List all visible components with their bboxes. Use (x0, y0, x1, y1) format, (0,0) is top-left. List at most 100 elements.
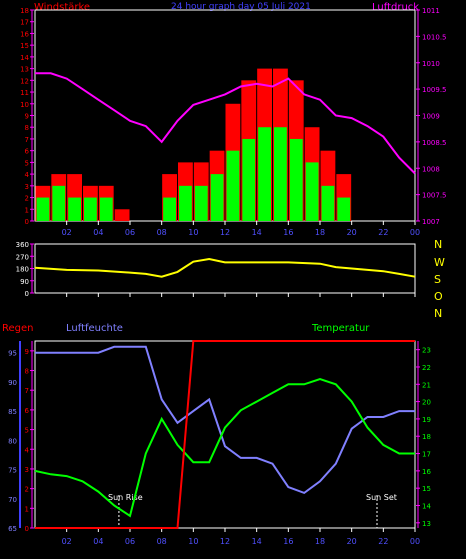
wind-mean-bar (321, 185, 335, 221)
rain-tick-label: 1 (25, 505, 29, 513)
wind-mean-bar (52, 185, 66, 221)
wind-tick-label: 10 (20, 101, 29, 109)
pressure-tick-label: 1009.5 (422, 86, 447, 94)
humidity-tick-label: 85 (8, 408, 17, 416)
direction-tick-label: 0 (25, 290, 29, 298)
humidity-tick-label: 75 (8, 467, 17, 475)
temperature-tick-label: 21 (422, 381, 431, 389)
temperature-tick-label: 18 (422, 433, 431, 441)
wind-mean-bar (194, 185, 208, 221)
wind-tick-label: 13 (20, 66, 29, 74)
temperature-tick-label: 17 (422, 451, 431, 459)
wind-tick-label: 16 (20, 30, 29, 38)
wind-tick-label: 9 (25, 113, 29, 121)
rain-tick-label: 6 (25, 407, 30, 415)
graph-title: 24 hour graph day 05 Juli 2021 (171, 2, 311, 12)
wind-x-tick-label: 18 (315, 228, 325, 237)
wind-x-tick-label: 12 (220, 228, 230, 237)
wind-tick-label: 8 (25, 124, 29, 132)
wind-mean-bar (68, 197, 81, 221)
humidity-tick-label: 65 (8, 525, 17, 533)
rain-tick-label: 5 (25, 427, 29, 435)
climate-x-tick-label: 18 (315, 537, 325, 546)
rain-tick-label: 7 (25, 387, 29, 395)
pressure-tick-label: 1010.5 (422, 33, 447, 41)
wind-mean-bar (289, 138, 303, 221)
pressure-tick-label: 1009 (422, 113, 440, 121)
rain-tick-label: 0 (25, 525, 29, 533)
pressure-tick-label: 1008.5 (422, 139, 447, 147)
sun-rise-label: Sun Rise (108, 493, 143, 502)
wind-mean-bar (337, 197, 351, 221)
rain-tick-label: 9 (25, 348, 29, 356)
wind-tick-label: 4 (25, 171, 30, 179)
wind-mean-bar (226, 150, 240, 221)
wind-tick-label: 0 (25, 218, 29, 226)
climate-x-tick-label: 16 (283, 537, 293, 546)
wind-tick-label: 14 (20, 54, 29, 62)
temperature-tick-label: 16 (422, 468, 431, 476)
rain-tick-label: 3 (25, 466, 29, 474)
pressure-line (35, 72, 416, 175)
wind-tick-label: 1 (25, 206, 29, 214)
direction-tick-label: 360 (16, 241, 29, 249)
wind-mean-bar (84, 197, 97, 221)
climate-x-tick-label: 02 (62, 537, 72, 546)
pressure-tick-label: 1008 (422, 165, 440, 173)
wind-x-tick-label: 22 (378, 228, 388, 237)
wind-mean-bar (305, 162, 319, 221)
wind-mean-bar (179, 185, 192, 221)
rain-tick-label: 2 (25, 486, 29, 494)
pressure-tick-label: 1007.5 (422, 192, 447, 200)
wind-tick-label: 6 (25, 148, 30, 156)
wind-tick-label: 7 (25, 136, 29, 144)
wind-tick-label: 12 (20, 77, 29, 85)
wind-gust-bar (114, 209, 130, 221)
pressure-tick-label: 1010 (422, 60, 440, 68)
sun-set-label: Sun Set (366, 493, 397, 502)
climate-x-tick-label: 12 (220, 537, 230, 546)
climate-x-tick-label: 14 (252, 537, 262, 546)
temperature-tick-label: 14 (422, 502, 431, 510)
temperature-tick-label: 20 (422, 399, 431, 407)
wind-tick-label: 18 (20, 7, 29, 15)
wind-mean-bar (36, 197, 50, 221)
climate-x-tick-label: 20 (347, 537, 357, 546)
compass-label-s: S (434, 273, 441, 286)
direction-line (34, 257, 416, 278)
wind-x-tick-label: 04 (93, 228, 103, 237)
climate-x-tick-label: 06 (125, 537, 135, 546)
temperature-line (34, 378, 415, 518)
humidity-tick-label: 95 (8, 350, 17, 358)
temperature-tick-label: 15 (422, 485, 431, 493)
climate-x-tick-label: 10 (188, 537, 198, 546)
direction-tick-label: 270 (16, 253, 29, 261)
wind-mean-bar (242, 138, 256, 221)
pressure-label: Luftdruck (372, 2, 419, 13)
plot-frame-climate (34, 340, 416, 529)
wind-mean-bar (274, 127, 287, 221)
compass-label-o: O (434, 290, 443, 303)
temperature-tick-label: 19 (422, 416, 431, 424)
humidity-tick-label: 90 (8, 379, 17, 387)
direction-tick-label: 90 (20, 278, 29, 286)
wind-tick-label: 17 (20, 19, 29, 27)
compass-label-n-top: N (434, 238, 442, 251)
temperature-tick-label: 13 (422, 520, 431, 528)
climate-x-tick-label: 22 (378, 537, 388, 546)
wind-x-tick-label: 00 (410, 228, 420, 237)
wind-tick-label: 3 (25, 183, 29, 191)
humidity-tick-label: 80 (8, 437, 17, 445)
wind-x-tick-label: 14 (252, 228, 262, 237)
temperature-tick-label: 23 (422, 347, 431, 355)
direction-tick-label: 180 (16, 266, 29, 274)
wind-tick-label: 5 (25, 159, 29, 167)
wind-x-tick-label: 20 (347, 228, 357, 237)
wind-label: Windstärke (34, 2, 90, 13)
humidity-line (35, 345, 415, 495)
wind-x-tick-label: 08 (157, 228, 167, 237)
wind-x-tick-label: 16 (283, 228, 293, 237)
humidity-tick-label: 70 (8, 496, 17, 504)
